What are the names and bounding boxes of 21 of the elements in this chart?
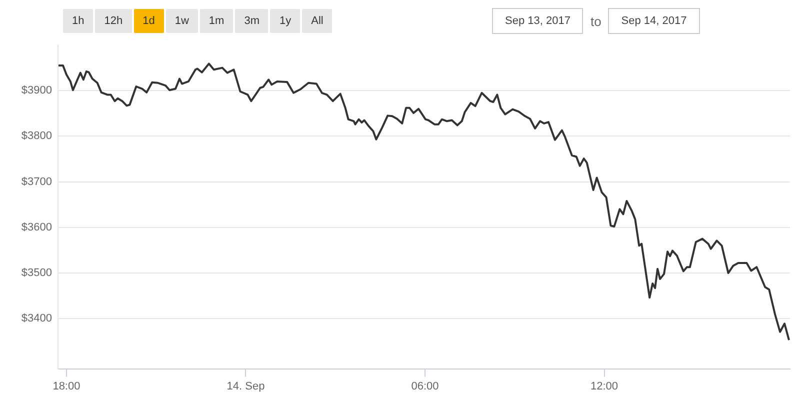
text: 3m: [235, 9, 268, 33]
y-tick-label: $3800: [21, 130, 52, 142]
x-tick-label: 06:00: [411, 380, 439, 392]
text: Sep 14, 2017: [608, 8, 700, 34]
y-tick-label: $3600: [21, 221, 52, 234]
text: 1d: [134, 9, 164, 33]
text: 1w: [166, 9, 198, 33]
text: 12h: [95, 9, 132, 33]
text: 1h: [63, 9, 94, 33]
text: 1y: [270, 9, 300, 33]
y-tick-label: $3900: [21, 84, 52, 97]
x-tick-label: 14. Sep: [226, 380, 265, 392]
text: Sep 13, 2017: [492, 8, 584, 34]
y-tick-label: $3700: [21, 176, 52, 188]
x-tick-label: 12:00: [590, 380, 618, 392]
text: All: [302, 9, 332, 33]
text: 1m: [200, 9, 234, 33]
text: to: [589, 14, 602, 28]
x-tick-label: 18:00: [52, 380, 80, 392]
y-tick-label: $3400: [21, 312, 52, 325]
y-tick-label: $3500: [21, 267, 52, 280]
